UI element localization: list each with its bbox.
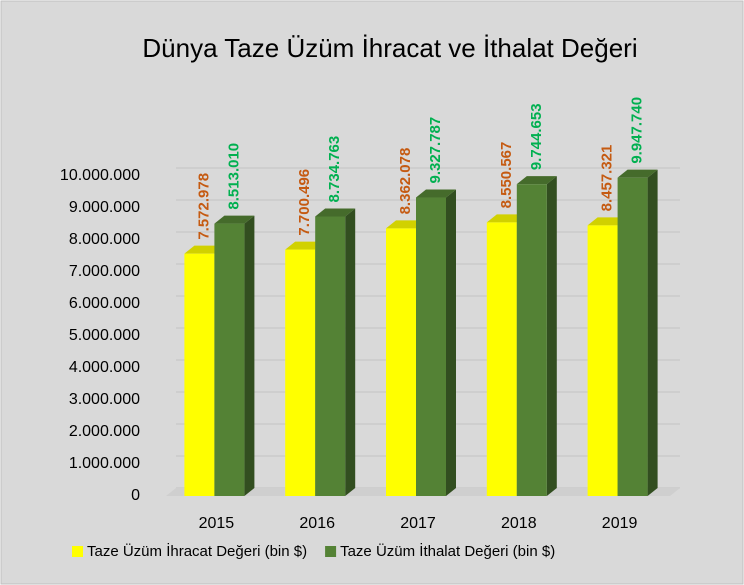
chart-title: Dünya Taze Üzüm İhracat ve İthalat Değer… <box>142 33 637 63</box>
x-tick-label: 2019 <box>602 515 638 532</box>
legend-swatch <box>72 546 83 557</box>
y-tick-label: 3.000.000 <box>69 391 140 408</box>
legend-swatch <box>325 546 337 557</box>
bar-top <box>516 176 557 185</box>
value-label: 8.550.567 <box>498 142 515 209</box>
value-label: 8.513.010 <box>225 143 242 210</box>
y-tick-label: 1.000.000 <box>69 455 140 472</box>
bar <box>184 253 215 496</box>
y-tick-label: 2.000.000 <box>69 423 140 440</box>
bar <box>416 197 446 497</box>
x-tick-label: 2015 <box>199 515 235 532</box>
bar-side <box>345 208 356 496</box>
value-label: 8.457.321 <box>599 145 616 212</box>
y-tick-label: 5.000.000 <box>69 327 140 344</box>
x-tick-label: 2018 <box>501 515 537 532</box>
legend-label: Taze Üzüm İthalat Değeri (bin $) <box>340 542 555 560</box>
value-label: 9.947.740 <box>629 97 646 164</box>
y-tick-label: 8.000.000 <box>69 231 140 248</box>
bar <box>315 216 346 496</box>
bar <box>214 223 245 496</box>
y-tick-label: 7.000.000 <box>69 263 140 280</box>
y-tick-label: 10.000.000 <box>60 167 140 184</box>
y-tick-label: 0 <box>131 487 140 504</box>
bar <box>516 184 547 497</box>
bar <box>486 222 517 497</box>
bar-top <box>214 215 255 224</box>
bar <box>386 228 416 496</box>
value-label: 8.362.078 <box>397 148 414 215</box>
bar-top <box>416 189 456 198</box>
value-label: 7.572.978 <box>195 173 212 240</box>
bar-top <box>617 169 658 178</box>
bar-side <box>647 169 658 497</box>
bar <box>587 225 618 496</box>
bar <box>285 249 316 496</box>
x-tick-label: 2017 <box>400 515 436 532</box>
bar-top <box>315 208 356 217</box>
legend-label: Taze Üzüm İhracat Değeri (bin $) <box>87 542 307 560</box>
x-tick-label: 2016 <box>299 515 335 532</box>
value-label: 7.700.496 <box>296 169 313 236</box>
bar-side <box>244 215 255 496</box>
value-label: 9.327.787 <box>427 117 444 184</box>
y-tick-label: 4.000.000 <box>69 359 140 376</box>
bar-side <box>446 189 456 497</box>
bar-side <box>546 176 557 497</box>
value-label: 8.734.763 <box>326 136 343 203</box>
y-tick-label: 6.000.000 <box>69 295 140 312</box>
value-label: 9.744.653 <box>528 103 545 170</box>
y-tick-label: 9.000.000 <box>69 199 140 216</box>
bar <box>617 177 648 497</box>
